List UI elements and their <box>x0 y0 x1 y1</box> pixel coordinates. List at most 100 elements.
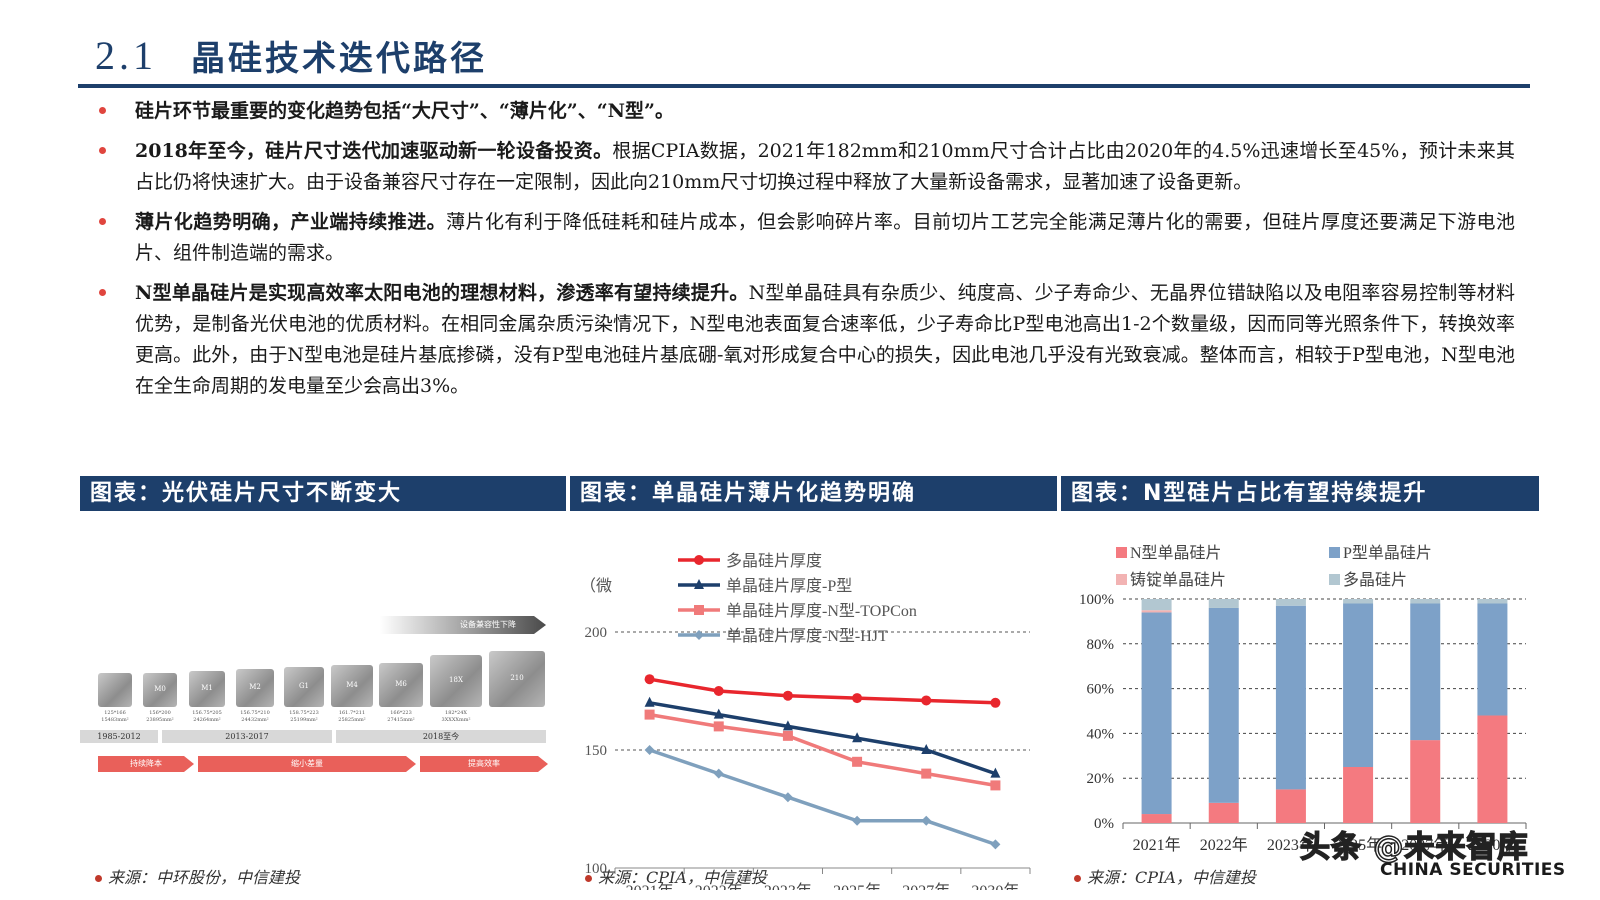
data-point <box>694 630 704 640</box>
bar-segment <box>1343 599 1374 604</box>
data-point <box>990 839 1001 850</box>
x-tick-label: 2027年 <box>1401 836 1449 854</box>
source-dot-icon <box>1074 875 1081 882</box>
source-dot-icon <box>95 875 102 882</box>
x-tick-label: 2030年 <box>1468 836 1516 854</box>
brand-logo: CHINA SECURITIES <box>1380 860 1566 880</box>
panel-wafer-size: 图表：光伏硅片尺寸不断变大 125*166 15483mm² M0 156*200 23… <box>80 476 566 890</box>
y-tick-label: 100 <box>585 861 608 877</box>
bar-segment <box>1343 767 1374 823</box>
data-point <box>713 708 724 719</box>
bullet-item: 薄片化趋势明确，产业端持续推进。薄片化有利于降低硅耗和硅片成本，但会影响碎片率。… <box>95 207 1515 269</box>
x-tick-label: 2023年 <box>1267 836 1315 854</box>
bar-segment <box>1477 599 1508 604</box>
page-title-row: 2.1 晶硅技术迭代路径 <box>95 30 487 80</box>
data-point <box>644 745 655 755</box>
panel-title: 图表：单晶硅片薄片化趋势明确 <box>570 476 1057 511</box>
section-number: 2.1 <box>95 32 157 78</box>
panel-title: 图表：光伏硅片尺寸不断变大 <box>80 476 566 511</box>
bullet-dot-icon <box>99 147 106 154</box>
x-tick-label: 2023年 <box>764 882 812 890</box>
data-point <box>921 815 932 826</box>
series-line <box>649 701 996 776</box>
wafer-image <box>430 655 482 707</box>
data-point <box>644 674 655 685</box>
legend-label: 多晶硅片厚度 <box>726 552 822 570</box>
wafer-caption: 125*166 15483mm² <box>101 710 129 723</box>
panel-ntype-share: 图表：N型硅片占比有望持续提升 0% 20% 40% 60% 80% 100% 2021年 2… <box>1061 476 1539 890</box>
x-tick-label: 2027年 <box>902 882 950 890</box>
bar-segment <box>1410 599 1441 604</box>
bar-segment <box>1208 802 1239 823</box>
thickness-line-chart: （微1001502002021年2022年2023年2025年2027年2030… <box>580 552 1031 900</box>
bar-segment <box>1141 612 1172 815</box>
legend-swatch <box>1329 547 1340 558</box>
wafer-image <box>143 673 177 707</box>
wafer-label: M0 <box>154 685 166 693</box>
data-point <box>852 732 863 743</box>
bullet-item: N型单晶硅片是实现高效率太阳电池的理想材料，渗透率有望持续提升。N型单晶硅具有杂… <box>95 278 1515 402</box>
ntype-share-bar-chart: 0% 20% 40% 60% 80% 100% 2021年 2022年 2023年 2025年 20… <box>1079 544 1527 854</box>
legend-label: 单晶硅片厚度-N型-TOPCon <box>726 602 917 620</box>
wafer-caption: 182*24X 3XXXXmm² <box>441 710 471 723</box>
data-point <box>852 693 863 704</box>
wafer-size-figure: 125*166 15483mm² M0 156*200 23895mm² M1 156.75… <box>80 511 566 861</box>
data-point <box>782 792 793 803</box>
compatibility-arrow: 设备兼容性下降 <box>380 616 546 634</box>
x-tick-label: 2030年 <box>971 882 1019 890</box>
legend-label: P型单晶硅片 <box>1343 544 1432 562</box>
y-tick-label: 150 <box>585 743 608 759</box>
bar-segment <box>1343 603 1374 767</box>
data-point <box>852 756 863 767</box>
wafer-caption: 156.75*210 24432mm² <box>240 710 270 723</box>
bullet-list: 硅片环节最重要的变化趋势包括“大尺寸”、“薄片化”、“N型”。 2018年至今，… <box>95 96 1515 411</box>
bar-segment <box>1410 740 1441 823</box>
data-point <box>694 555 704 565</box>
x-tick-label: 2022年 <box>1200 836 1248 854</box>
bullet-bold: 硅片环节最重要的变化趋势包括“大尺寸”、“薄片化”、“N型”。 <box>135 100 674 122</box>
y-tick-label: 60% <box>1087 682 1115 698</box>
y-tick-label: 100% <box>1079 592 1114 608</box>
era-label: 1985-2012 <box>80 730 158 743</box>
x-tick-label: 2021年 <box>1133 836 1181 854</box>
wafer-image <box>379 663 423 707</box>
panel-source: 来源：中环股份，中信建投 <box>95 864 300 888</box>
bar-segment <box>1275 599 1306 606</box>
y-axis-label: （微 <box>580 577 612 595</box>
bullet-bold: N型单晶硅片是实现高效率太阳电池的理想材料，渗透率有望持续提升。 <box>135 282 749 304</box>
wafer-label: 18X <box>449 676 463 684</box>
data-point <box>921 744 932 754</box>
title-divider <box>78 84 1530 88</box>
data-point <box>694 605 704 615</box>
data-point <box>644 709 655 720</box>
y-tick-label: 80% <box>1087 637 1115 653</box>
wafer-image <box>331 665 373 707</box>
bar-segment <box>1410 603 1441 741</box>
data-point <box>644 696 655 707</box>
source-text: 来源：中环股份，中信建投 <box>108 868 301 887</box>
bar-segment <box>1477 715 1508 823</box>
y-tick-label: 0% <box>1094 816 1114 832</box>
data-point <box>694 579 704 589</box>
data-point <box>782 730 793 741</box>
wafer-label: M1 <box>201 684 213 692</box>
bar-segment <box>1141 814 1172 823</box>
bullet-dot-icon <box>99 107 106 114</box>
x-tick-label: 2025年 <box>833 882 881 890</box>
legend-swatch <box>1116 547 1127 558</box>
series-line <box>649 712 996 788</box>
wafer-caption: 161.7*211 25825mm² <box>338 710 366 723</box>
legend-label: 单晶硅片厚度-N型-HJT <box>726 627 888 645</box>
stage-arrow: 持续降本 <box>98 756 194 772</box>
bullet-bold: 薄片化趋势明确，产业端持续推进。 <box>135 211 447 233</box>
wafer-caption: 156*200 23895mm² <box>146 710 174 723</box>
bullet-text: 薄片化有利于降低硅耗和硅片成本，但会影响碎片率。目前切片工艺完全能满足薄片化的需… <box>135 211 1515 264</box>
legend-label: 铸锭单晶硅片 <box>1130 571 1226 589</box>
panel-source: 来源：CPIA，中信建投 <box>1074 864 1256 888</box>
data-point <box>713 768 724 779</box>
bar-segment <box>1141 599 1172 611</box>
era-label: 2013-2017 <box>162 730 332 743</box>
legend-swatch <box>1116 574 1127 585</box>
wafer-caption: 166*223 27415mm² <box>387 710 415 723</box>
legend-swatch <box>1329 574 1340 585</box>
